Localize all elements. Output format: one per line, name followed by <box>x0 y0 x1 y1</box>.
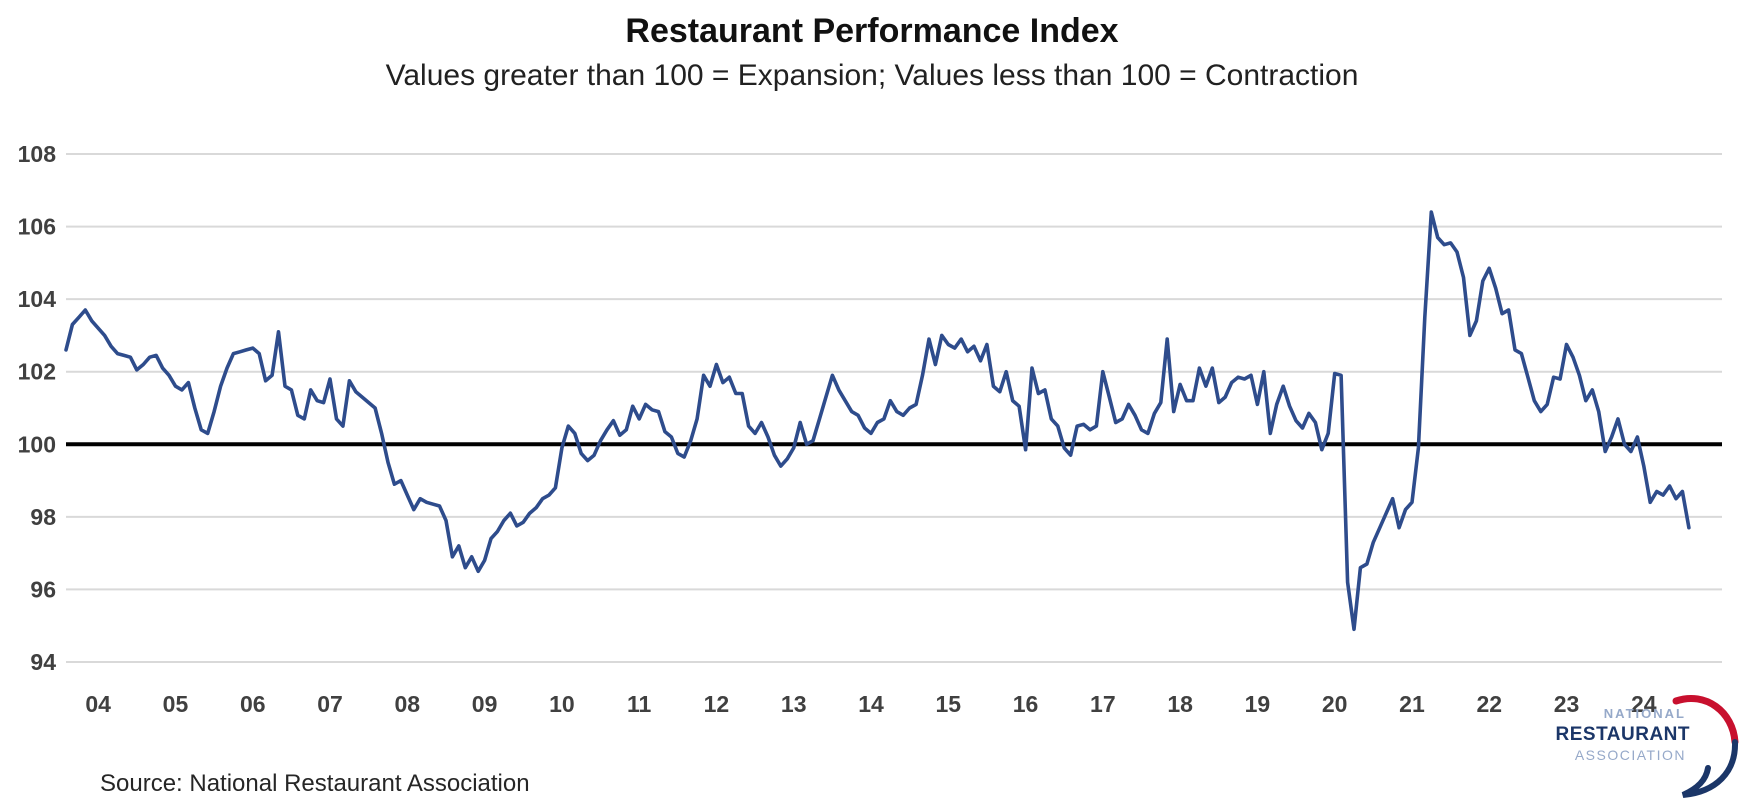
x-tick-label-07: 07 <box>317 691 343 717</box>
x-tick-label-19: 19 <box>1245 691 1271 717</box>
x-tick-label-10: 10 <box>549 691 575 717</box>
y-tick-label-104: 104 <box>18 286 57 312</box>
x-tick-label-12: 12 <box>704 691 730 717</box>
x-tick-label-09: 09 <box>472 691 498 717</box>
y-tick-label-100: 100 <box>18 431 56 457</box>
y-tick-label-108: 108 <box>18 141 57 167</box>
y-tick-label-96: 96 <box>30 576 56 602</box>
x-tick-label-24: 24 <box>1631 691 1657 717</box>
logo-swoosh-navy-arc <box>1681 739 1739 798</box>
chart-subtitle: Values greater than 100 = Expansion; Val… <box>385 59 1359 92</box>
y-tick-label-106: 106 <box>18 214 56 240</box>
logo-text-association: ASSOCIATION <box>1575 747 1686 763</box>
rpi-line-series <box>64 210 1691 632</box>
nra-logo: NATIONAL RESTAURANT ASSOCIATION <box>1556 695 1739 798</box>
x-tick-label-16: 16 <box>1013 691 1039 717</box>
y-tick-label-94: 94 <box>30 649 56 675</box>
x-tick-label-15: 15 <box>935 691 961 717</box>
x-tick-label-04: 04 <box>85 691 111 717</box>
y-tick-label-102: 102 <box>18 359 56 385</box>
logo-text-restaurant: RESTAURANT <box>1556 724 1690 745</box>
x-tick-label-05: 05 <box>163 691 189 717</box>
x-tick-label-08: 08 <box>395 691 421 717</box>
chart-header: Restaurant Performance Index Values grea… <box>0 12 1744 93</box>
x-tick-label-20: 20 <box>1322 691 1348 717</box>
x-tick-label-23: 23 <box>1554 691 1580 717</box>
x-tick-label-18: 18 <box>1167 691 1193 717</box>
x-tick-label-22: 22 <box>1476 691 1502 717</box>
logo-text-national: NATIONAL <box>1604 706 1686 721</box>
y-tick-label-98: 98 <box>30 504 56 530</box>
x-tick-label-21: 21 <box>1399 691 1425 717</box>
source-note: Source: National Restaurant Association <box>100 770 530 797</box>
x-tick-label-14: 14 <box>858 691 884 717</box>
x-tick-label-06: 06 <box>240 691 266 717</box>
logo-swoosh-red-arc <box>1672 695 1739 746</box>
x-tick-label-13: 13 <box>781 691 807 717</box>
nra-logo-swoosh <box>1672 695 1739 798</box>
x-tick-label-11: 11 <box>627 691 652 717</box>
x-tick-label-17: 17 <box>1090 691 1116 717</box>
chart-title: Restaurant Performance Index <box>625 12 1119 50</box>
